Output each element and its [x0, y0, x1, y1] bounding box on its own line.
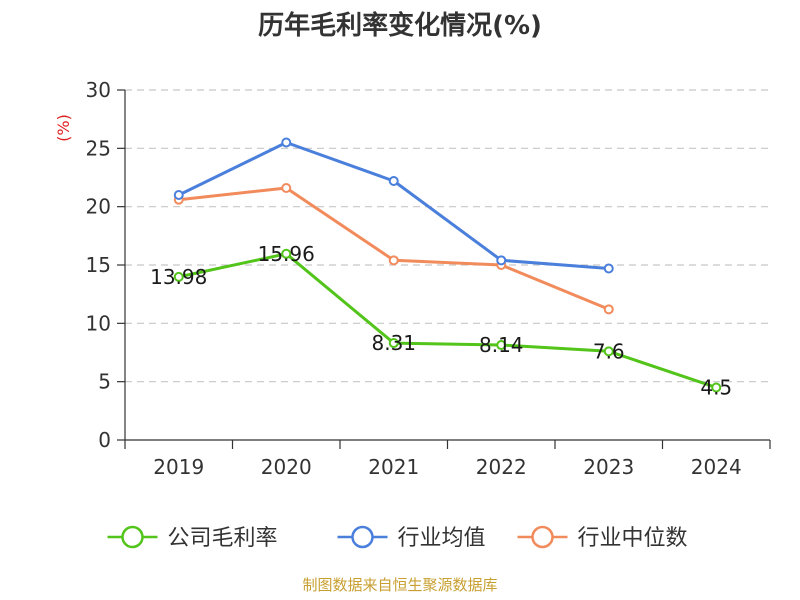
legend-label-2: 行业中位数 — [578, 526, 688, 551]
series-0-point — [173, 271, 184, 282]
series-0-point — [711, 382, 722, 393]
y-tick-label: 0 — [98, 428, 111, 452]
data-label: 7.6 — [593, 339, 625, 363]
data-label: 13.98 — [150, 265, 207, 289]
y-axis-label: (%) — [54, 114, 73, 142]
grid-lines — [125, 89, 770, 383]
legend: 公司毛利率 行业均值 行业中位数 — [107, 525, 688, 551]
series-0-point — [281, 248, 292, 259]
data-label: 15.96 — [258, 242, 315, 266]
source-note: 制图数据来自恒生聚源数据库 — [302, 576, 497, 594]
y-tick-label: 30 — [86, 78, 111, 102]
y-tick-label: 10 — [86, 311, 111, 335]
legend-marker-2 — [531, 525, 554, 549]
x-tick-label: 2021 — [368, 455, 419, 479]
data-label: 4.5 — [700, 376, 732, 400]
series-0-point — [603, 346, 614, 357]
axes: 0 5 10 15 20 25 30 2019 2020 2021 2022 2023 2024 — [86, 78, 771, 479]
y-tick-label: 5 — [98, 370, 111, 394]
series-1-point — [281, 137, 292, 148]
series-1-point — [388, 176, 399, 186]
legend-marker-0 — [121, 525, 144, 549]
chart-title: 历年毛利率变化情况(%) — [258, 10, 542, 41]
series-2-point — [281, 183, 292, 193]
series-2-point — [603, 304, 614, 315]
x-tick-label: 2022 — [476, 455, 527, 479]
series-2-point — [388, 255, 399, 266]
y-tick-label: 20 — [86, 195, 111, 219]
x-tick-label: 2024 — [691, 455, 742, 479]
legend-marker-1 — [351, 525, 374, 549]
x-tick-label: 2020 — [261, 455, 312, 479]
data-label: 8.14 — [479, 333, 524, 357]
series-0-point — [496, 340, 507, 351]
y-tick-label: 25 — [86, 136, 111, 160]
x-tick-label: 2023 — [583, 455, 634, 479]
legend-label-0: 公司毛利率 — [168, 526, 278, 551]
series-0-point — [388, 338, 399, 349]
series-1-line — [178, 141, 609, 270]
legend-label-1: 行业均值 — [398, 526, 486, 551]
series-0-line — [178, 252, 717, 389]
series-1-point — [603, 263, 614, 274]
series-layer — [173, 137, 722, 393]
data-labels: 13.98 15.96 8.31 8.14 7.6 4.5 — [150, 242, 732, 400]
x-tick-label: 2019 — [153, 455, 204, 479]
series-1-point — [496, 255, 507, 266]
y-tick-label: 15 — [86, 253, 111, 277]
series-1-point — [173, 190, 184, 200]
data-label: 8.31 — [371, 331, 416, 355]
